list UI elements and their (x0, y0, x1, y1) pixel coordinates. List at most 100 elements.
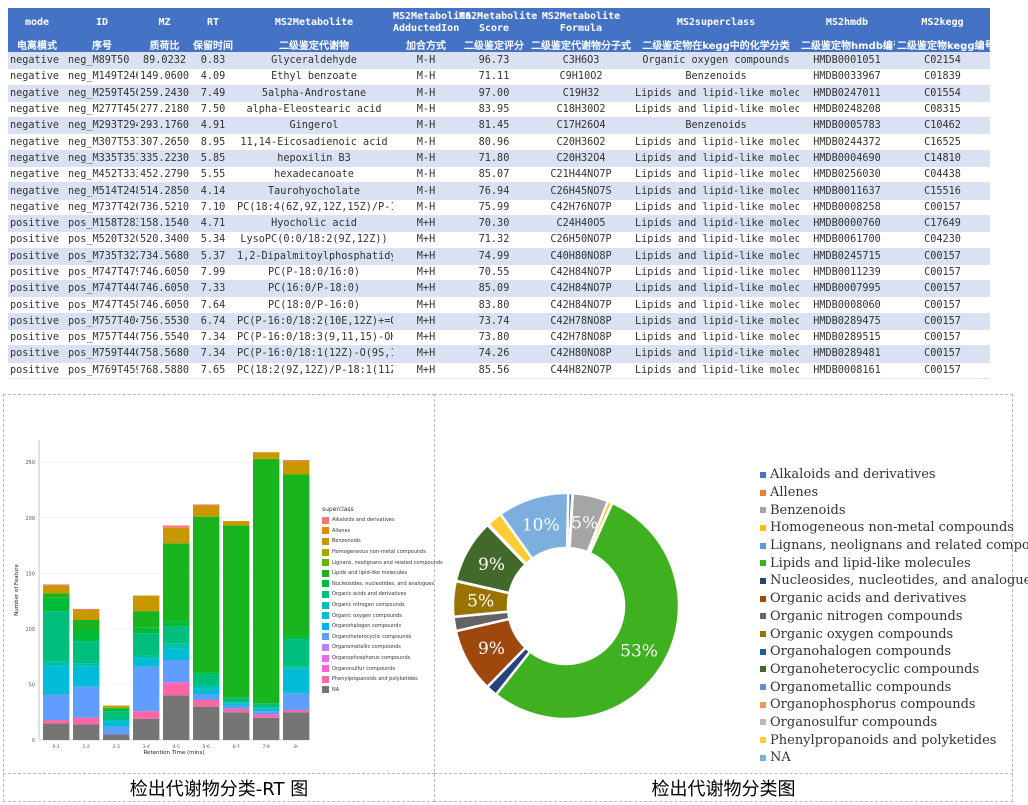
pie-legend-item: Homogeneous non-metal compounds (760, 519, 1028, 537)
bar-y-tick-label: 200 (25, 516, 35, 522)
legend-swatch (322, 516, 329, 524)
column-header-cn: 序号 (66, 37, 138, 53)
table-cell: M+H (393, 280, 459, 298)
table-cell: neg_M737T426 (66, 199, 138, 216)
table-cell: HMDB0289515 (799, 329, 895, 347)
bar-x-tick-label: 4-5 (173, 744, 180, 750)
table-cell: 74.99 (459, 248, 529, 265)
table-cell: pos_M747T440 (66, 280, 138, 298)
table-cell: M+H (393, 215, 459, 233)
bar-segment (43, 661, 70, 667)
table-row: positive pos_M520T320 520.3400 5.34 LysoPC(0… (8, 231, 990, 249)
bar-segment (253, 703, 280, 708)
table-cell: M-H (393, 150, 459, 168)
table-cell: neg_M307T537 (66, 133, 138, 151)
bar-segment (193, 674, 220, 686)
table-cell: neg_M335T351 (66, 150, 138, 168)
bar-segment (103, 705, 130, 708)
table-cell: 73.80 (459, 329, 529, 347)
table-cell: positive (8, 264, 66, 282)
legend-swatch (760, 471, 766, 478)
bar-segment (163, 660, 190, 683)
table-cell: HMDB0289481 (799, 345, 895, 363)
bar-segment (283, 474, 310, 636)
pie-legend-item: Benzenoids (760, 501, 1028, 519)
bar-segment (223, 702, 250, 704)
bar-segment (43, 597, 70, 612)
table-cell: C21H44NO7P (529, 166, 633, 184)
table-row: negative neg_M737T426 736.5210 7.10 PC(18:4(… (8, 199, 990, 216)
bar-segment (103, 734, 130, 740)
table-cell: C15516 (895, 182, 990, 200)
table-cell: C26H45NO7S (529, 182, 633, 200)
column-header-cn: 二级鉴定代谢物分子式 (529, 37, 633, 53)
table-cell: M-H (393, 85, 459, 102)
table-cell: neg_M89T50 (66, 52, 138, 70)
bar-segment (283, 710, 310, 713)
table-cell: C00157 (895, 313, 990, 331)
table-cell: Lipids and lipid-like molecules (633, 296, 799, 314)
bar-segment (193, 516, 220, 673)
table-cell: M+H (393, 362, 459, 379)
pie-legend-item: Organophosphorus compounds (760, 696, 1028, 714)
pie-legend-label: Organohalogen compounds (770, 644, 952, 660)
bar-segment (193, 672, 220, 675)
table-cell: Lipids and lipid-like molecules (633, 101, 799, 119)
table-cell: 11,14-Eicosadienoic acid (235, 133, 393, 151)
legend-swatch (760, 595, 766, 602)
bar-legend-item: Homogeneous non-metal compounds (322, 547, 443, 558)
table-cell: HMDB0245715 (799, 248, 895, 265)
bar-segment (163, 684, 190, 696)
table-cell: negative (8, 150, 66, 168)
bar-segment (43, 720, 70, 724)
bar-legend-label: NA (332, 686, 340, 693)
table-cell: 85.56 (459, 362, 529, 379)
bar-segment (283, 712, 310, 740)
table-cell: negative (8, 101, 66, 119)
pie-legend-item: Organohalogen compounds (760, 643, 1028, 661)
table-cell: Lipids and lipid-like molecules (633, 231, 799, 249)
pie-legend-label: NA (770, 750, 791, 766)
table-cell: Lipids and lipid-like molecules (633, 248, 799, 265)
legend-swatch (322, 590, 329, 598)
column-header-cn: 二级鉴定物hmdb编号 (799, 37, 895, 53)
table-cell: 7.34 (191, 329, 235, 347)
bar-segment (223, 708, 250, 713)
table-cell: C40H80NO8P (529, 248, 633, 265)
donut-data-label: 10% (522, 515, 560, 535)
legend-swatch (322, 569, 329, 577)
table-cell: positive (8, 231, 66, 249)
bar-segment (223, 525, 250, 698)
table-cell: Lipids and lipid-like molecules (633, 85, 799, 102)
table-cell: C04230 (895, 231, 990, 249)
bar-segment (283, 668, 310, 694)
table-cell: M+H (393, 345, 459, 363)
bar-segment (283, 460, 310, 462)
legend-swatch (760, 577, 766, 584)
bar-x-tick-label: 3-4 (143, 744, 150, 750)
class-donut-chart: 5% 53% 9% 5% 9% 10% (451, 491, 681, 721)
bar-segment (193, 694, 220, 700)
bar-legend-item: Organic oxygen compounds (322, 610, 443, 621)
bar-legend-label: Alkaloids and derivatives (332, 517, 395, 524)
table-cell: 734.5680 (138, 248, 191, 265)
table-cell: 70.30 (459, 215, 529, 233)
table-cell: positive (8, 313, 66, 331)
pie-legend-label: Lignans, neolignans and related compound… (770, 538, 1028, 554)
legend-swatch (760, 648, 766, 655)
legend-swatch (322, 675, 329, 683)
pie-legend-item: Allenes (760, 484, 1028, 502)
table-cell: pos_M757T440 (66, 329, 138, 347)
rt-bar-chart: 0 50 100 150 200 250 0-1 1-2 2-3 3-4 4-5 5-6 6-7 7-8 8… (14, 440, 310, 756)
table-cell: Taurohyocholate (235, 182, 393, 200)
table-cell: 71.80 (459, 150, 529, 168)
bar-segment (163, 682, 190, 685)
table-cell: 83.80 (459, 296, 529, 314)
bar-legend-label: Lipids and lipid-like molecules (332, 570, 407, 577)
header-row-cn: 电离模式 序号 质荷比 保留时间 二级鉴定代谢物 加合方式 二级鉴定评分 二级鉴定代谢物分子式… (8, 37, 990, 53)
donut-data-label: 5% (571, 514, 598, 534)
table-cell: 5.34 (191, 231, 235, 249)
pie-legend-item: Organometallic compounds (760, 678, 1028, 696)
bar-legend-label: Organic oxygen compounds (332, 612, 402, 619)
table-cell: 6.74 (191, 313, 235, 331)
